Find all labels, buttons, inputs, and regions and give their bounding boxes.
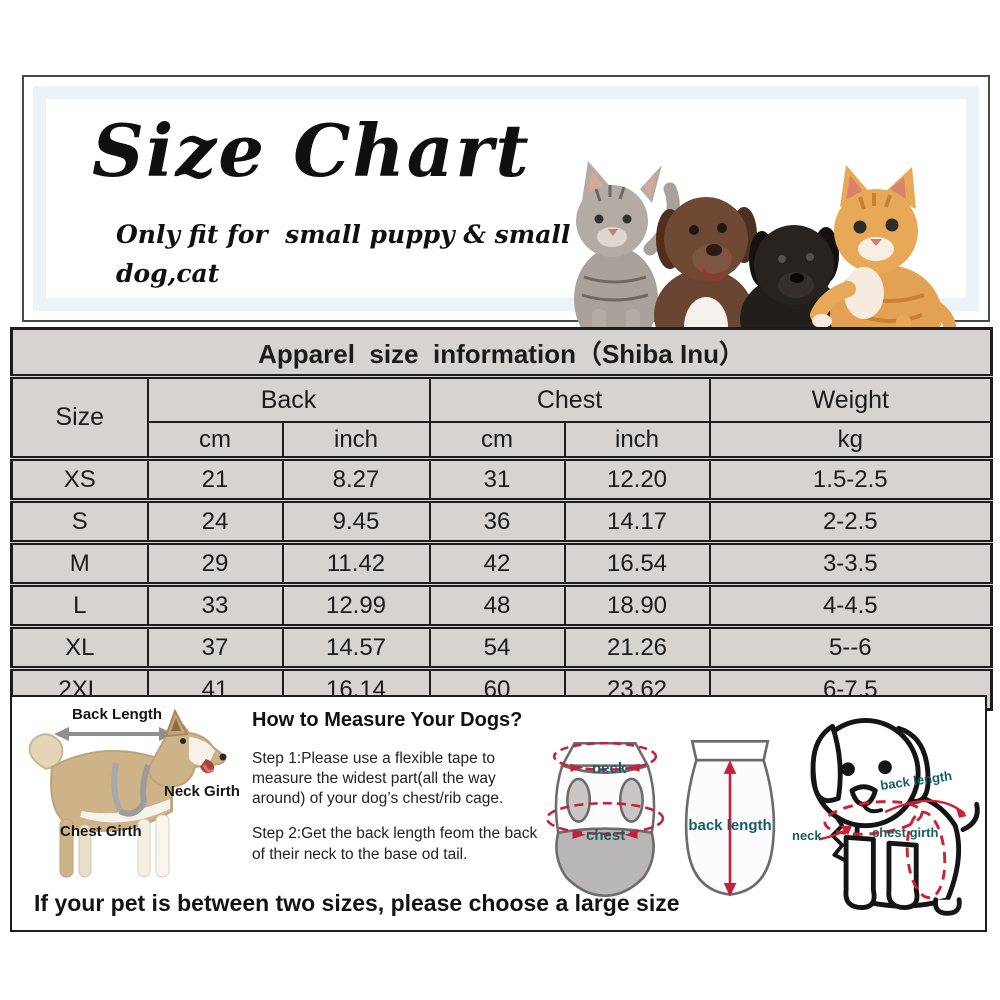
weight-cell: 5--6 bbox=[708, 624, 993, 670]
puppy-neck-label: neck bbox=[792, 828, 822, 843]
back-inch-cell: 8.27 bbox=[281, 456, 431, 502]
back-cm-cell: 21 bbox=[146, 456, 284, 502]
size-cell: M bbox=[10, 540, 149, 586]
chest-inch-cell: 21.26 bbox=[563, 624, 711, 670]
unit-chest-cm: cm bbox=[428, 421, 566, 460]
dog-chest-girth-label: Chest Girth bbox=[60, 823, 142, 840]
size-cell: L bbox=[10, 582, 149, 628]
vest-neck-label: neck bbox=[592, 760, 627, 777]
column-header-back: Back bbox=[146, 374, 431, 423]
chest-cm-cell: 42 bbox=[428, 540, 566, 586]
chest-cm-cell: 31 bbox=[428, 456, 566, 502]
gray-kitten-illustration bbox=[574, 161, 680, 356]
dog-neck-girth-label: Neck Girth bbox=[164, 783, 240, 800]
back-inch-cell: 12.99 bbox=[281, 582, 431, 628]
puppy-measure-illustration bbox=[810, 718, 980, 916]
back-cm-cell: 33 bbox=[146, 582, 284, 628]
measuring-guide-panel: Back Length Neck Girth Chest Girth How t… bbox=[10, 695, 987, 932]
back-inch-cell: 11.42 bbox=[281, 540, 431, 586]
subtitle-line-1: Only fit for small puppy & small bbox=[116, 220, 571, 249]
chest-cm-cell: 48 bbox=[428, 582, 566, 628]
size-cell: XS bbox=[10, 456, 149, 502]
vest-front-diagram bbox=[545, 741, 665, 898]
dog-side-illustration bbox=[28, 708, 227, 878]
back-cm-cell: 29 bbox=[146, 540, 284, 586]
unit-back-cm: cm bbox=[146, 421, 284, 460]
weight-cell: 3-3.5 bbox=[708, 540, 993, 586]
column-header-size: Size bbox=[10, 374, 149, 460]
column-header-chest: Chest bbox=[428, 374, 711, 423]
measure-step-1: Step 1:Please use a flexible tape to mea… bbox=[252, 750, 504, 808]
measure-instructions: How to Measure Your Dogs? Step 1:Please … bbox=[252, 709, 546, 880]
page-title: Size Chart bbox=[92, 108, 531, 193]
weight-cell: 4-4.5 bbox=[708, 582, 993, 628]
chest-inch-cell: 18.90 bbox=[563, 582, 711, 628]
table-row-m: M 29 11.42 42 16.54 3-3.5 bbox=[10, 540, 993, 586]
unit-chest-inch: inch bbox=[563, 421, 711, 460]
back-cm-cell: 24 bbox=[146, 498, 284, 544]
puppy-chest-girth-label: chest girth bbox=[872, 825, 939, 840]
dog-back-length-label: Back Length bbox=[72, 706, 163, 723]
table-row-xl: XL 37 14.57 54 21.26 5--6 bbox=[10, 624, 993, 670]
back-cm-cell: 37 bbox=[146, 624, 284, 670]
size-cell: S bbox=[10, 498, 149, 544]
measure-heading: How to Measure Your Dogs? bbox=[252, 709, 523, 731]
table-caption: Apparel size information（Shiba Inu） bbox=[10, 327, 993, 378]
vest-back-diagram bbox=[684, 739, 776, 897]
title-panel: Size Chart Only fit for small puppy & sm… bbox=[22, 75, 990, 365]
measure-step-2: Step 2:Get the back length feom the back… bbox=[252, 825, 538, 863]
table-group-header-row: Size Back Chest Weight bbox=[10, 374, 993, 460]
vest-chest-label: chest bbox=[586, 827, 626, 844]
chest-cm-cell: 54 bbox=[428, 624, 566, 670]
subtitle-line-2: dog,cat bbox=[116, 259, 220, 288]
table-row-l: L 33 12.99 48 18.90 4-4.5 bbox=[10, 582, 993, 628]
table-units-row: cm inch cm inch kg bbox=[12, 421, 993, 460]
unit-weight-kg: kg bbox=[708, 421, 993, 460]
weight-cell: 1.5-2.5 bbox=[708, 456, 993, 502]
weight-cell: 2-2.5 bbox=[708, 498, 993, 544]
chest-cm-cell: 36 bbox=[428, 498, 566, 544]
back-inch-cell: 14.57 bbox=[281, 624, 431, 670]
chest-inch-cell: 14.17 bbox=[563, 498, 711, 544]
table-caption-row: Apparel size information（Shiba Inu） bbox=[10, 327, 993, 378]
back-inch-cell: 9.45 bbox=[281, 498, 431, 544]
vest-back-length-label: back length bbox=[688, 817, 772, 834]
chest-inch-cell: 12.20 bbox=[563, 456, 711, 502]
table-row-s: S 24 9.45 36 14.17 2-2.5 bbox=[10, 498, 993, 544]
column-header-weight: Weight bbox=[708, 374, 993, 423]
sizing-note: If your pet is between two sizes, please… bbox=[34, 890, 680, 916]
size-cell: XL bbox=[10, 624, 149, 670]
apparel-size-table: Apparel size information（Shiba Inu） Size… bbox=[10, 327, 994, 711]
table-row-xs: XS 21 8.27 31 12.20 1.5-2.5 bbox=[10, 456, 993, 502]
unit-back-inch: inch bbox=[281, 421, 431, 460]
chest-inch-cell: 16.54 bbox=[563, 540, 711, 586]
